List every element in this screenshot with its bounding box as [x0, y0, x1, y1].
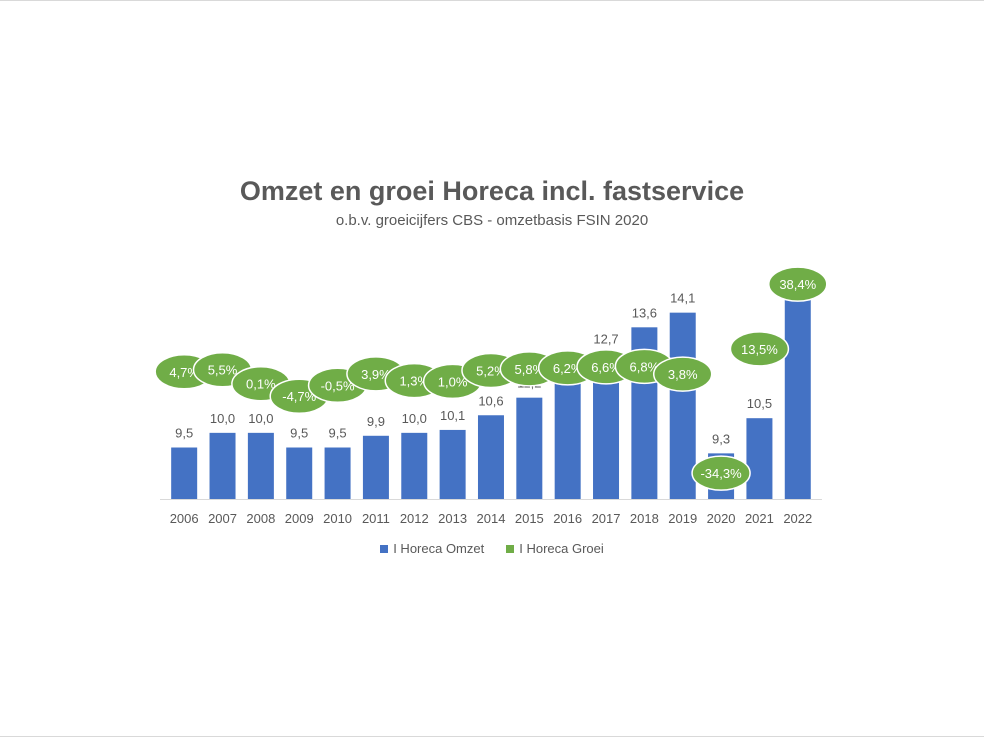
bar-label-2008: 10,0 [248, 411, 273, 426]
bar-2021 [746, 418, 773, 499]
bar-label-2011: 9,9 [367, 414, 385, 429]
bar-label-2017: 12,7 [593, 332, 618, 347]
legend-item-groei: I Horeca Groei [506, 541, 604, 556]
groei-bubble-2022 [768, 266, 828, 302]
groei-bubble-2021 [729, 331, 790, 367]
groei-label-2008: 0,1% [246, 377, 276, 392]
legend-label-omzet: I Horeca Omzet [393, 541, 485, 556]
bar-2011 [362, 435, 389, 499]
bar-label-2010: 9,5 [329, 426, 347, 441]
x-tick-2020: 2020 [707, 511, 736, 526]
groei-label-2017: 6,6% [591, 360, 621, 375]
groei-label-2015: 5,8% [515, 362, 545, 377]
bar-label-2019: 14,1 [670, 291, 695, 306]
groei-label-2011: 3,9% [361, 367, 391, 382]
bar-2016 [554, 377, 581, 499]
bar-label-2014: 10,6 [478, 393, 503, 408]
x-tick-2007: 2007 [208, 511, 237, 526]
x-tick-2017: 2017 [592, 511, 621, 526]
groei-label-2012: 1,3% [399, 374, 429, 389]
bar-2015 [516, 397, 543, 499]
x-tick-2012: 2012 [400, 511, 429, 526]
x-tick-2021: 2021 [745, 511, 774, 526]
bar-label-2020: 9,3 [712, 431, 730, 446]
bar-label-2013: 10,1 [440, 408, 465, 423]
groei-label-2009: -4,7% [282, 389, 316, 404]
bar-2010 [324, 447, 351, 499]
groei-label-2021: 13,5% [741, 342, 778, 357]
bar-2022 [784, 298, 811, 499]
bar-label-2021: 10,5 [747, 396, 772, 411]
x-tick-2018: 2018 [630, 511, 659, 526]
groei-bubble-2020 [691, 455, 751, 491]
groei-label-2016: 6,2% [553, 361, 583, 376]
bar-2019 [669, 312, 696, 499]
groei-label-2020: -34,3% [700, 466, 742, 481]
bar-2012 [401, 432, 428, 499]
x-tick-2008: 2008 [246, 511, 275, 526]
groei-label-2014: 5,2% [476, 363, 506, 378]
bar-2014 [477, 415, 504, 499]
bar-2009 [286, 447, 313, 499]
x-tick-2006: 2006 [170, 511, 199, 526]
x-tick-2010: 2010 [323, 511, 352, 526]
bar-label-2018: 13,6 [632, 305, 657, 320]
frame-top-border [0, 0, 984, 1]
chart-subtitle: o.b.v. groeicijfers CBS - omzetbasis FSI… [335, 212, 649, 229]
x-tick-2016: 2016 [553, 511, 582, 526]
chart-title: Omzet en groei Horeca incl. fastservice [239, 176, 745, 206]
legend-label-groei: I Horeca Groei [519, 541, 604, 556]
groei-label-2006: 4,7% [169, 365, 199, 380]
frame-bottom-border [0, 736, 984, 737]
bar-label-2007: 10,0 [210, 411, 235, 426]
bar-2007 [209, 432, 236, 499]
groei-label-2007: 5,5% [208, 363, 238, 378]
bar-2006 [171, 447, 198, 499]
groei-bubble-2019 [652, 356, 713, 392]
groei-label-2018: 6,8% [630, 359, 660, 374]
x-tick-2015: 2015 [515, 511, 544, 526]
x-tick-2013: 2013 [438, 511, 467, 526]
x-tick-2014: 2014 [477, 511, 506, 526]
x-tick-2009: 2009 [285, 511, 314, 526]
bar-label-2009: 9,5 [290, 426, 308, 441]
bar-label-2012: 10,0 [402, 411, 427, 426]
legend-swatch-groei [506, 544, 515, 553]
bar-2013 [439, 429, 466, 499]
legend-item-omzet: I Horeca Omzet [380, 541, 484, 556]
chart-legend: I Horeca Omzet I Horeca Groei [0, 541, 984, 556]
x-tick-2022: 2022 [783, 511, 812, 526]
x-tick-2011: 2011 [362, 511, 390, 526]
bar-2008 [247, 432, 274, 499]
groei-label-2019: 3,8% [668, 367, 698, 382]
bar-label-2006: 9,5 [175, 426, 193, 441]
legend-swatch-omzet [380, 544, 389, 553]
groei-label-2013: 1,0% [438, 374, 468, 389]
groei-label-2010: -0,5% [321, 378, 355, 393]
x-tick-2019: 2019 [668, 511, 697, 526]
groei-label-2022: 38,4% [779, 277, 816, 292]
